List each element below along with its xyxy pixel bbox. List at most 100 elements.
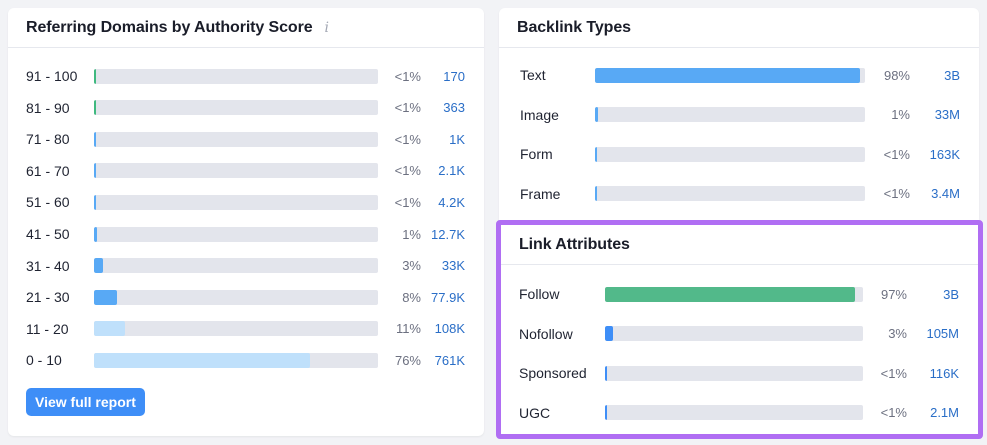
referring-domains-row-percent: <1% — [394, 68, 421, 84]
link-attributes-row-percent: 97% — [880, 286, 907, 302]
referring-domains-row-count-link[interactable]: 4.2K — [438, 194, 465, 210]
backlink-types-row-label: Form — [520, 146, 553, 162]
referring-domains-bar-fill — [94, 131, 96, 147]
referring-domains-row: 0 - 10 76% 761K — [8, 350, 484, 370]
view-full-report-button[interactable]: View full report — [26, 388, 145, 416]
link-attributes-bar-fill — [605, 326, 613, 341]
backlink-types-bar-track — [595, 186, 865, 201]
referring-domains-row: 41 - 50 1% 12.7K — [8, 224, 484, 244]
referring-domains-bar-track — [94, 131, 378, 147]
referring-domains-row: 61 - 70 <1% 2.1K — [8, 161, 484, 181]
referring-domains-row-percent: 11% — [395, 321, 421, 337]
backlink-types-row: Form <1% 163K — [499, 144, 979, 164]
referring-domains-row: 11 - 20 11% 108K — [8, 319, 484, 339]
referring-domains-row-label: 0 - 10 — [26, 352, 62, 369]
backlink-types-row-count-link[interactable]: 33M — [934, 107, 960, 122]
referring-domains-row: 51 - 60 <1% 4.2K — [8, 192, 484, 212]
backlink-types-row-percent: <1% — [883, 146, 910, 162]
link-attributes-row-count-link[interactable]: 105M — [926, 326, 959, 341]
referring-domains-row-percent: 1% — [402, 226, 421, 242]
link-attributes-row-label: UGC — [519, 404, 551, 421]
referring-domains-row-label: 61 - 70 — [26, 162, 70, 179]
backlink-types-row-count-link[interactable]: 163K — [929, 146, 960, 162]
referring-domains-row-count-link[interactable]: 1K — [449, 131, 465, 147]
referring-domains-row-count-link[interactable]: 108K — [434, 321, 465, 337]
referring-domains-bar-fill — [94, 321, 125, 337]
link-attributes-row-count-link[interactable]: 3B — [943, 286, 959, 302]
backlink-types-bar-track — [595, 146, 865, 162]
referring-domains-row-label: 21 - 30 — [26, 289, 70, 306]
referring-domains-row: 81 - 90 <1% 363 — [8, 98, 484, 118]
backlink-types-row-count-link[interactable]: 3B — [944, 67, 960, 83]
backlink-types-row-count-link[interactable]: 3.4M — [931, 186, 960, 201]
link-attributes-title: Link Attributes — [519, 235, 630, 253]
referring-domains-bar-track — [94, 194, 378, 210]
backlink-types-title: Backlink Types — [517, 18, 631, 36]
referring-domains-title: Referring Domains by Authority Score — [26, 18, 313, 36]
info-icon[interactable]: i — [324, 19, 330, 36]
referring-domains-row: 31 - 40 3% 33K — [8, 256, 484, 276]
link-attributes-bar-track — [605, 365, 863, 381]
link-attributes-row-count-link[interactable]: 2.1M — [930, 405, 959, 420]
referring-domains-header: Referring Domains by Authority Score i — [8, 8, 484, 48]
backlink-types-bar-fill — [595, 146, 597, 162]
referring-domains-row-percent: 3% — [402, 258, 421, 274]
referring-domains-row-label: 51 - 60 — [26, 194, 70, 211]
backlink-types-row: Frame <1% 3.4M — [499, 184, 979, 204]
backlink-types-row-label: Image — [520, 106, 559, 123]
backlink-types-row-label: Frame — [520, 185, 561, 202]
referring-domains-row-percent: <1% — [394, 163, 421, 179]
link-attributes-bar-fill — [605, 365, 607, 381]
referring-domains-row-percent: <1% — [394, 131, 421, 147]
referring-domains-row: 21 - 30 8% 77.9K — [8, 287, 484, 307]
referring-domains-bar-fill — [94, 226, 97, 242]
referring-domains-row-count-link[interactable]: 170 — [443, 68, 465, 84]
referring-domains-row-count-link[interactable]: 12.7K — [431, 226, 465, 242]
link-attributes-row-label: Follow — [519, 286, 560, 302]
link-attributes-highlight: Link Attributes Follow 97% 3B Nofollow 3% 105… — [496, 220, 983, 439]
link-attributes-row-label: Sponsored — [519, 365, 587, 381]
backlink-types-bar-fill — [595, 186, 597, 201]
referring-domains-row-count-link[interactable]: 77.9K — [431, 289, 465, 305]
referring-domains-row-label: 41 - 50 — [26, 226, 70, 242]
referring-domains-bar-track — [94, 258, 378, 274]
link-attributes-row-label: Nofollow — [519, 325, 573, 342]
referring-domains-row-count-link[interactable]: 2.1K — [438, 163, 465, 179]
referring-domains-row-percent: 76% — [394, 352, 421, 368]
referring-domains-bar-fill — [94, 289, 117, 305]
referring-domains-bar-track — [94, 226, 378, 242]
referring-domains-bar-track — [94, 289, 378, 305]
referring-domains-row-percent: 8% — [402, 289, 421, 305]
link-attributes-bar-fill — [605, 286, 855, 302]
referring-domains-row-count-link[interactable]: 761K — [434, 352, 465, 368]
referring-domains-bar-fill — [94, 100, 96, 116]
link-attributes-row: Sponsored <1% 116K — [501, 363, 978, 383]
referring-domains-bar-track — [94, 100, 378, 116]
referring-domains-row-label: 71 - 80 — [26, 131, 70, 148]
referring-domains-row-count-link[interactable]: 363 — [443, 100, 465, 116]
referring-domains-row: 91 - 100 <1% 170 — [8, 66, 484, 86]
referring-domains-row-percent: <1% — [394, 100, 421, 116]
link-attributes-bar-track — [605, 286, 863, 302]
referring-domains-row-percent: <1% — [394, 194, 421, 210]
referring-domains-row-label: 91 - 100 — [26, 68, 78, 84]
link-attributes-row-count-link[interactable]: 116K — [929, 365, 959, 381]
backlink-types-bar-fill — [595, 107, 598, 122]
backlink-types-row: Text 98% 3B — [499, 65, 979, 85]
referring-domains-card: Referring Domains by Authority Score i 9… — [8, 8, 484, 436]
link-attributes-bar-track — [605, 326, 863, 341]
backlink-types-bar-track — [595, 107, 865, 122]
backlink-types-header: Backlink Types — [499, 8, 979, 48]
backlink-types-row-label: Text — [520, 67, 546, 83]
link-attributes-row-percent: <1% — [880, 365, 907, 381]
referring-domains-row-count-link[interactable]: 33K — [441, 258, 465, 274]
referring-domains-bar-fill — [94, 68, 96, 84]
backlink-types-bar-fill — [595, 67, 860, 83]
referring-domains-bar-track — [94, 68, 378, 84]
referring-domains-bar-track — [94, 352, 378, 368]
link-attributes-bar-track — [605, 405, 863, 420]
backlink-types-row-percent: <1% — [883, 186, 910, 201]
backlink-types-bar-track — [595, 67, 865, 83]
backlink-types-row: Image 1% 33M — [499, 105, 979, 125]
link-attributes-header: Link Attributes — [501, 225, 978, 265]
